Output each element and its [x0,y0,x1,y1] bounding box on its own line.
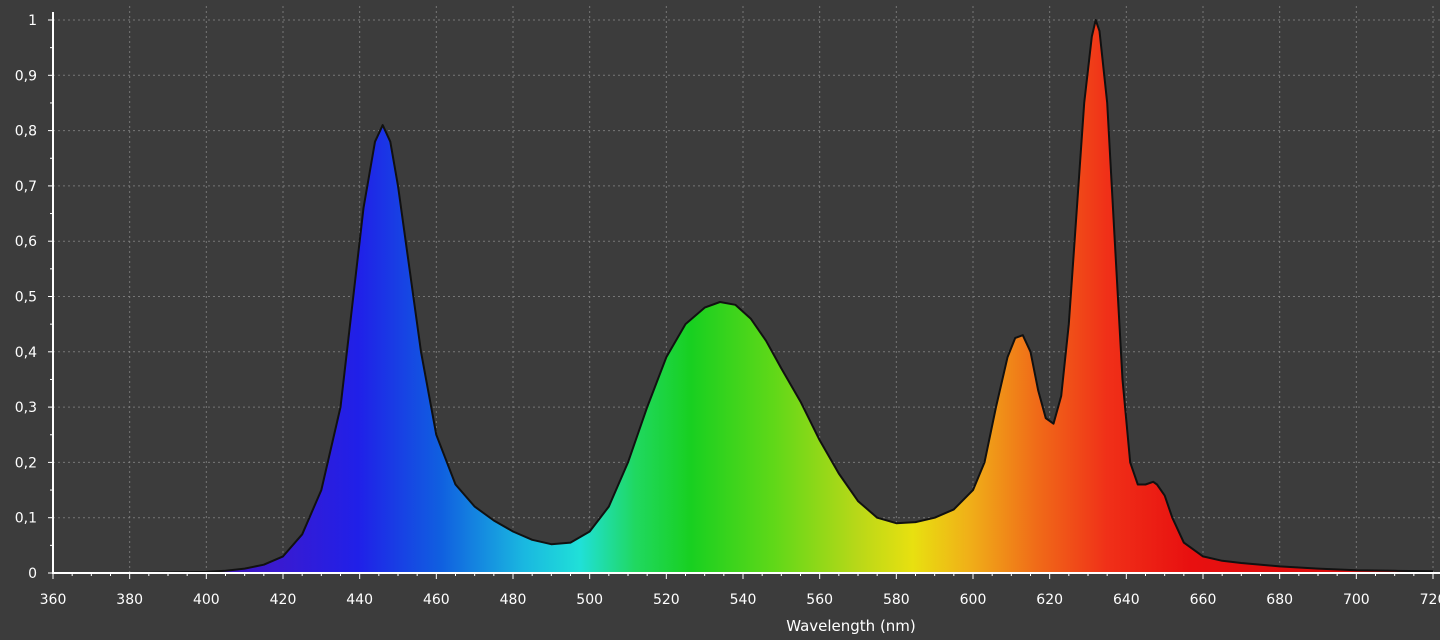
y-tick-label: 1 [28,13,37,29]
y-tick-label: 0,3 [15,400,37,416]
y-tick-label: 0,2 [15,455,37,471]
x-axis-ticks: 360 380 400 420 440 460 480 500 520 540 560 580 600 6… [40,573,1440,608]
y-tick-label: 0,5 [15,290,37,306]
x-tick-label: 620 [1036,592,1063,608]
spectrum-area [53,19,1434,574]
x-tick-label: 540 [730,592,757,608]
x-tick-label: 660 [1190,592,1217,608]
y-tick-label: 0,7 [15,179,37,195]
y-tick-label: 0,8 [15,124,37,140]
x-tick-label: 600 [960,592,987,608]
y-tick-label: 0,4 [15,345,37,361]
y-axis-ticks: 0 0,1 0,2 0,3 0,4 0,5 0,6 0,7 0,8 0,9 1 [15,13,53,582]
spectrum-fill [53,20,1433,573]
x-tick-label: 680 [1266,592,1293,608]
spectrum-line [53,19,1434,574]
x-tick-label: 700 [1343,592,1370,608]
y-tick-label: 0,1 [15,511,37,527]
y-tick-label: 0 [28,566,37,582]
y-tick-label: 0,6 [15,234,37,250]
x-tick-label: 560 [806,592,833,608]
x-tick-label: 360 [40,592,67,608]
x-tick-label: 420 [270,592,297,608]
x-tick-label: 400 [193,592,220,608]
x-tick-label: 520 [653,592,680,608]
x-tick-label: 480 [500,592,527,608]
grid [53,6,1440,573]
x-axis-title: Wavelength (nm) [786,617,916,635]
x-tick-label: 640 [1113,592,1140,608]
x-tick-label: 440 [346,592,373,608]
x-tick-label: 580 [883,592,910,608]
x-tick-label: 720 [1420,592,1440,608]
x-tick-label: 500 [576,592,603,608]
x-tick-label: 380 [116,592,143,608]
x-tick-label: 460 [423,592,450,608]
y-tick-label: 0,9 [15,68,37,84]
